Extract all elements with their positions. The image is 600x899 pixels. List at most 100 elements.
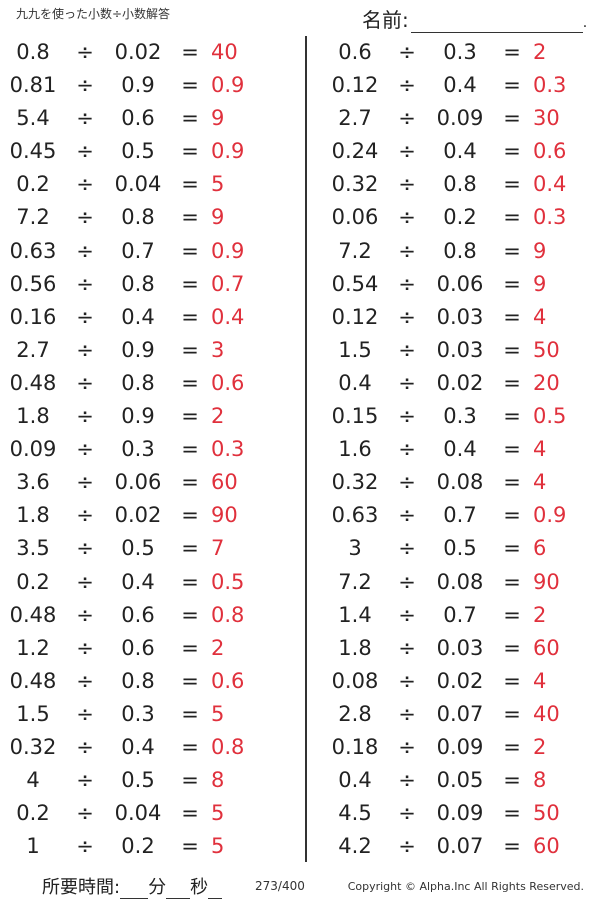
division-sign: ÷	[398, 801, 416, 826]
answer: 8	[533, 768, 547, 793]
problem-row: 0.32 ÷ 0.4 = 0.8	[0, 731, 300, 764]
dividend: 1.6	[338, 437, 372, 462]
division-sign: ÷	[76, 404, 94, 429]
divisor: 0.9	[121, 337, 155, 362]
answer: 0.3	[211, 437, 245, 462]
dividend: 1.8	[16, 404, 50, 429]
divisor: 0.04	[114, 172, 162, 197]
answer: 0.6	[211, 370, 245, 395]
name-field-area: 名前:.	[362, 4, 587, 33]
seconds-tail-blank	[208, 880, 223, 899]
dividend: 0.32	[9, 734, 57, 759]
answer: 2	[533, 734, 547, 759]
name-dot: .	[582, 15, 588, 31]
problem-row: 0.06 ÷ 0.2 = 0.3	[322, 201, 600, 234]
equals-sign: =	[503, 370, 521, 395]
problem-row: 0.2 ÷ 0.4 = 0.5	[0, 566, 300, 599]
divisor: 0.4	[121, 734, 155, 759]
answer: 0.9	[533, 503, 567, 528]
seconds-blank[interactable]	[166, 880, 191, 899]
equals-sign: =	[181, 569, 199, 594]
dividend: 1.5	[16, 701, 50, 726]
equals-sign: =	[181, 503, 199, 528]
problem-row: 1 ÷ 0.2 = 5	[0, 830, 300, 863]
name-label: 名前:	[362, 8, 409, 32]
answer: 4	[533, 470, 547, 495]
time-required: 所要時間: 分 秒	[42, 873, 223, 899]
problem-row: 3.5 ÷ 0.5 = 7	[0, 532, 300, 565]
dividend: 0.45	[9, 139, 57, 164]
equals-sign: =	[503, 304, 521, 329]
division-sign: ÷	[76, 139, 94, 164]
division-sign: ÷	[76, 503, 94, 528]
problem-row: 0.2 ÷ 0.04 = 5	[0, 168, 300, 201]
answer: 2	[533, 602, 547, 627]
divisor: 0.6	[121, 602, 155, 627]
dividend: 0.24	[331, 139, 379, 164]
dividend: 4.5	[338, 801, 372, 826]
divisor: 0.05	[436, 768, 484, 793]
dividend: 0.32	[331, 470, 379, 495]
answer: 50	[533, 337, 560, 362]
problem-row: 0.32 ÷ 0.8 = 0.4	[322, 168, 600, 201]
problem-row: 0.45 ÷ 0.5 = 0.9	[0, 135, 300, 168]
problem-row: 0.18 ÷ 0.09 = 2	[322, 731, 600, 764]
worksheet-title: 九九を使った小数÷小数解答	[16, 7, 171, 21]
answer: 2	[533, 40, 547, 64]
problem-row: 0.32 ÷ 0.08 = 4	[322, 466, 600, 499]
divisor: 0.8	[121, 205, 155, 230]
dividend: 1.4	[338, 602, 372, 627]
divisor: 0.2	[121, 834, 155, 859]
dividend: 0.2	[16, 569, 50, 594]
equals-sign: =	[503, 73, 521, 98]
answer: 4	[533, 304, 547, 329]
equals-sign: =	[503, 106, 521, 131]
answer: 4	[533, 668, 547, 693]
dividend: 0.12	[331, 73, 379, 98]
problem-row: 1.8 ÷ 0.02 = 90	[0, 499, 300, 532]
equals-sign: =	[181, 205, 199, 230]
answer: 0.4	[533, 172, 567, 197]
left-problem-column: 0.8 ÷ 0.02 = 40 0.81 ÷ 0.9 = 0.9 5.4 ÷ 0.6 = 9 0.45 ÷ 0.5…	[0, 36, 300, 863]
equals-sign: =	[181, 701, 199, 726]
problem-row: 3.6 ÷ 0.06 = 60	[0, 466, 300, 499]
answer: 7	[211, 536, 225, 561]
dividend: 0.12	[331, 304, 379, 329]
name-input-line[interactable]	[410, 12, 583, 33]
division-sign: ÷	[398, 40, 416, 64]
divisor: 0.7	[121, 238, 155, 263]
equals-sign: =	[181, 801, 199, 826]
division-sign: ÷	[76, 304, 94, 329]
divisor: 0.03	[436, 635, 484, 660]
equals-sign: =	[181, 304, 199, 329]
dividend: 0.08	[331, 668, 379, 693]
division-sign: ÷	[398, 701, 416, 726]
division-sign: ÷	[76, 437, 94, 462]
problem-row: 0.8 ÷ 0.02 = 40	[0, 36, 300, 69]
division-sign: ÷	[76, 205, 94, 230]
divisor: 0.7	[443, 602, 477, 627]
equals-sign: =	[181, 271, 199, 296]
dividend: 0.15	[331, 404, 379, 429]
dividend: 1.8	[338, 635, 372, 660]
division-sign: ÷	[76, 536, 94, 561]
divisor: 0.8	[121, 370, 155, 395]
division-sign: ÷	[76, 801, 94, 826]
problem-row: 7.2 ÷ 0.8 = 9	[322, 235, 600, 268]
answer: 40	[533, 701, 560, 726]
answer: 9	[533, 271, 547, 296]
dividend: 0.32	[331, 172, 379, 197]
problem-row: 0.63 ÷ 0.7 = 0.9	[0, 235, 300, 268]
equals-sign: =	[503, 503, 521, 528]
equals-sign: =	[503, 172, 521, 197]
dividend: 0.8	[16, 40, 50, 64]
problem-row: 0.15 ÷ 0.3 = 0.5	[322, 400, 600, 433]
equals-sign: =	[181, 536, 199, 561]
divisor: 0.5	[121, 536, 155, 561]
dividend: 1	[26, 834, 40, 859]
answer: 4	[533, 437, 547, 462]
minutes-blank[interactable]	[120, 880, 149, 899]
dividend: 0.06	[331, 205, 379, 230]
equals-sign: =	[503, 768, 521, 793]
equals-sign: =	[503, 801, 521, 826]
